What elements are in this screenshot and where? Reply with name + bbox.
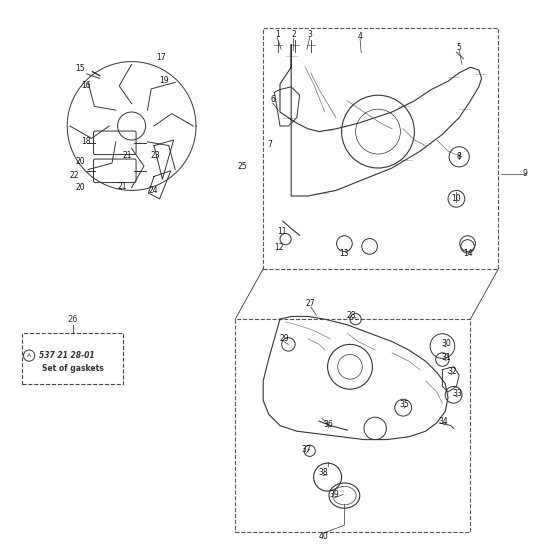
Text: 12: 12 xyxy=(275,243,284,252)
Text: 21: 21 xyxy=(118,182,127,191)
Text: 10: 10 xyxy=(451,194,461,203)
Text: 29: 29 xyxy=(279,334,289,343)
Text: 14: 14 xyxy=(463,249,473,258)
Text: 37: 37 xyxy=(301,445,311,454)
Text: 19: 19 xyxy=(159,76,169,85)
Text: 36: 36 xyxy=(324,420,334,429)
Text: 32: 32 xyxy=(447,367,457,376)
Text: 8: 8 xyxy=(457,152,461,161)
Text: 2: 2 xyxy=(291,30,296,39)
Text: 6: 6 xyxy=(270,95,275,104)
Text: 13: 13 xyxy=(339,249,349,258)
Text: 1: 1 xyxy=(275,30,279,39)
Text: 15: 15 xyxy=(75,64,85,73)
Text: 537 21 28-01: 537 21 28-01 xyxy=(39,351,95,360)
Text: 9: 9 xyxy=(523,169,528,178)
Text: 34: 34 xyxy=(438,417,449,426)
Text: 40: 40 xyxy=(318,532,328,541)
Text: 7: 7 xyxy=(268,140,272,149)
Text: 17: 17 xyxy=(156,53,166,62)
Text: 28: 28 xyxy=(347,311,356,320)
Text: 25: 25 xyxy=(237,162,248,171)
Text: Set of gaskets: Set of gaskets xyxy=(42,364,104,373)
Text: 33: 33 xyxy=(452,389,463,398)
Text: 16: 16 xyxy=(81,81,91,90)
Text: 35: 35 xyxy=(399,400,409,409)
Text: 24: 24 xyxy=(148,186,158,195)
Text: 30: 30 xyxy=(441,339,451,348)
Text: 27: 27 xyxy=(306,299,316,308)
Text: 38: 38 xyxy=(318,468,328,477)
Text: 20: 20 xyxy=(75,157,85,166)
Text: 20: 20 xyxy=(75,183,85,192)
Text: 4: 4 xyxy=(358,32,362,41)
Text: 22: 22 xyxy=(69,171,78,180)
Text: 23: 23 xyxy=(151,151,161,160)
FancyBboxPatch shape xyxy=(22,333,123,384)
Text: 5: 5 xyxy=(457,43,461,52)
Text: 21: 21 xyxy=(123,151,132,160)
Text: 18: 18 xyxy=(81,137,90,146)
Text: A: A xyxy=(27,353,31,358)
Text: 31: 31 xyxy=(441,353,451,362)
Text: 3: 3 xyxy=(307,30,312,39)
Text: 11: 11 xyxy=(278,227,287,236)
Text: 26: 26 xyxy=(68,315,78,324)
Text: 39: 39 xyxy=(329,490,339,499)
